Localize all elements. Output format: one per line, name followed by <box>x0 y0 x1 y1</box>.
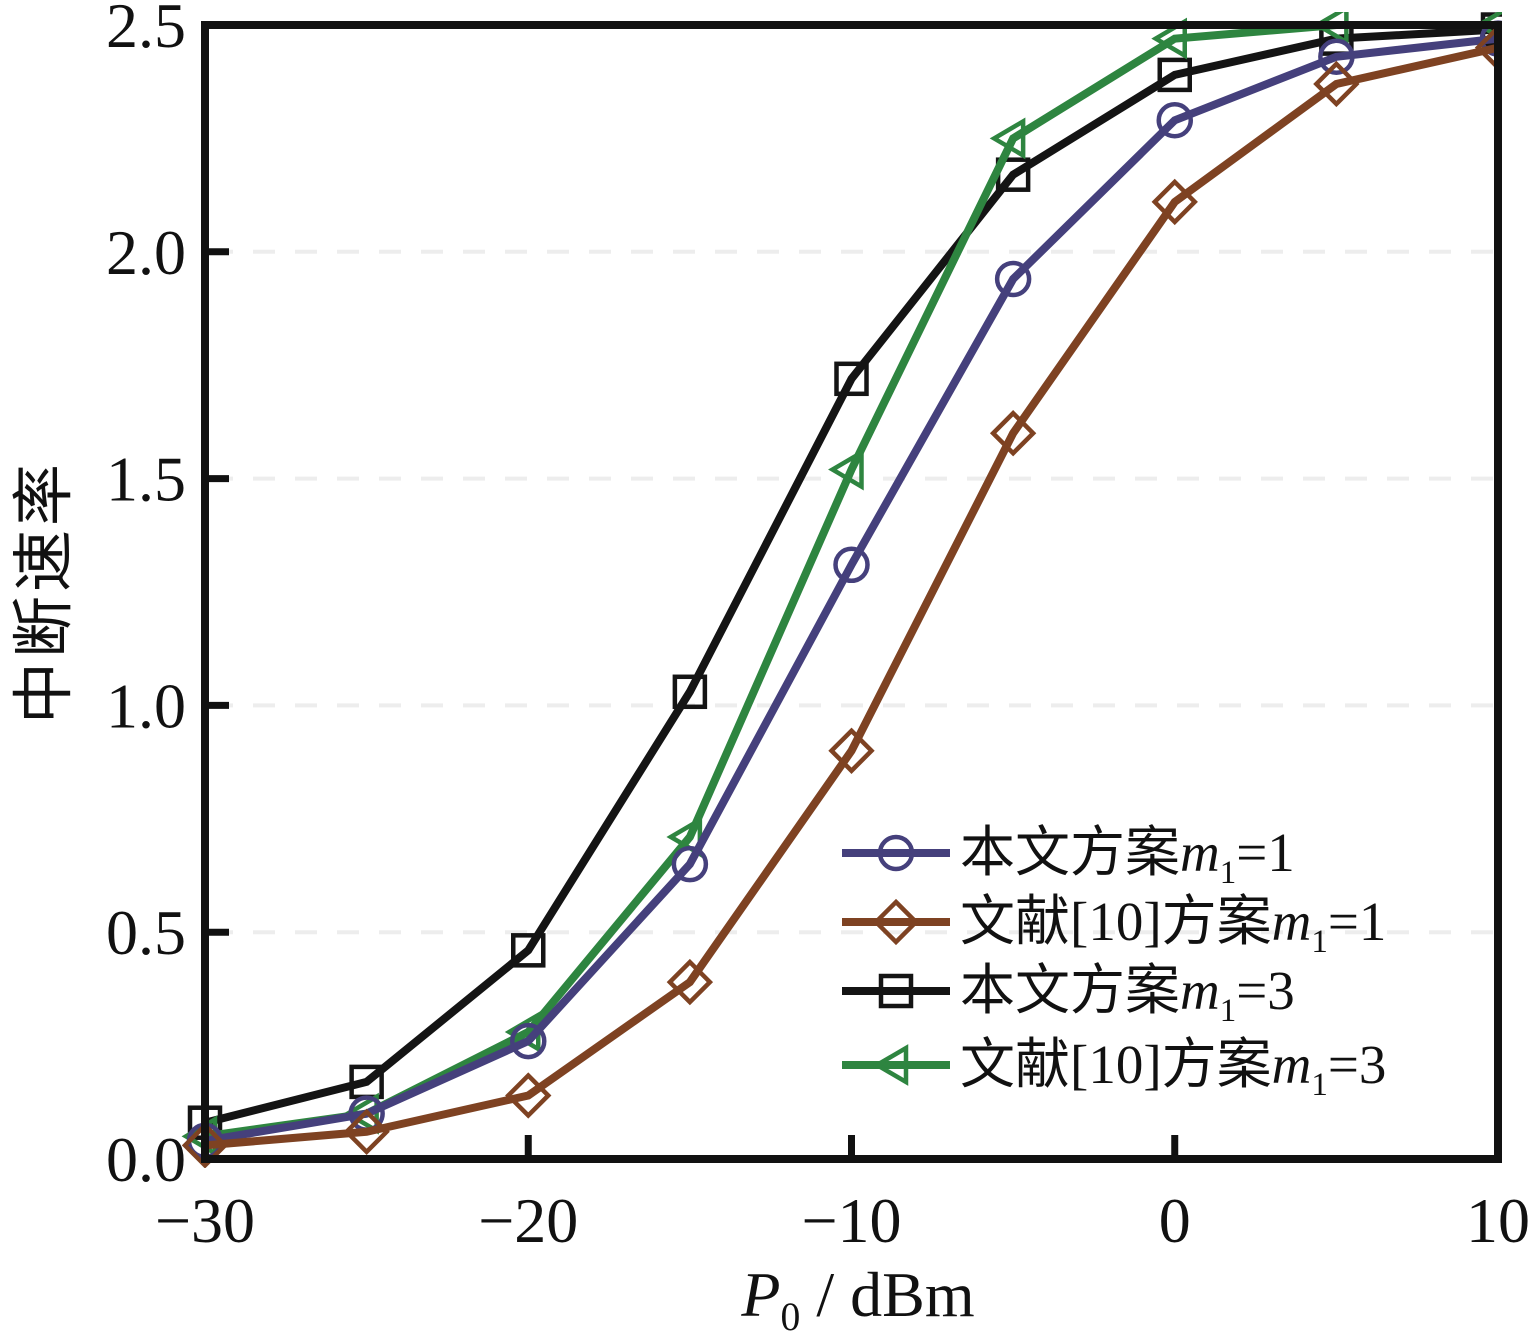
legend-label-suffix: =1 <box>1236 822 1295 883</box>
triangle-left-marker-icon <box>1151 17 1187 60</box>
legend-label-prefix: 文献[10]方案 <box>960 1034 1272 1095</box>
circle-marker-icon <box>877 834 915 872</box>
diamond-marker-icon <box>1313 60 1360 108</box>
triangle-left-marker-icon <box>989 117 1026 160</box>
legend-swatch-square <box>842 973 950 1009</box>
legend-label-3: 文献[10]方案m1=3 <box>960 1030 1387 1103</box>
triangle-left-marker-icon <box>343 1092 379 1135</box>
x-tick-label: −30 <box>155 1185 255 1256</box>
legend-label-suffix: =1 <box>1327 891 1387 952</box>
legend-label-var: m <box>1271 891 1312 952</box>
x-tick-label: −10 <box>801 1185 901 1256</box>
x-axis-label-symbol: P <box>741 1259 781 1330</box>
x-axis-label-unit: / dBm <box>800 1259 975 1330</box>
y-tick-label: 2.0 <box>106 217 186 288</box>
legend-label-var: m <box>1271 1034 1312 1095</box>
y-tick-label: 2.5 <box>106 0 186 61</box>
triangle-left-marker-icon <box>666 816 703 858</box>
x-axis-label: P0 / dBm <box>741 1258 974 1332</box>
series-1 <box>181 24 1502 1168</box>
y-axis-label: 中断速率 <box>11 459 79 725</box>
diamond-marker-icon <box>872 898 920 946</box>
x-axis-label-subscript: 0 <box>780 1294 801 1332</box>
legend-item-3: 文献[10]方案m1=3 <box>840 1030 1387 1103</box>
diamond-marker-icon <box>505 1072 552 1119</box>
legend-swatch-triangle-left <box>842 1044 950 1086</box>
legend-label-subscript: 1 <box>1311 1067 1328 1103</box>
square-marker-icon <box>511 933 546 968</box>
circle-marker-icon <box>1318 38 1355 76</box>
y-tick-label: 1.5 <box>106 444 186 515</box>
x-tick-label: −20 <box>478 1185 578 1256</box>
series-line-0 <box>204 34 1499 1145</box>
y-tick-label: 0.5 <box>106 897 186 968</box>
diamond-marker-icon <box>989 410 1037 457</box>
series-line-2 <box>204 25 1499 1127</box>
legend-label-2: 本文方案m1=3 <box>960 956 1295 1029</box>
circle-marker-icon <box>833 546 870 584</box>
x-tick-label: 10 <box>1466 1185 1530 1256</box>
legend-label-prefix: 文献[10]方案 <box>960 891 1272 952</box>
legend-label-suffix: =3 <box>1236 960 1295 1021</box>
square-marker-icon <box>1157 57 1192 93</box>
legend-item-0: 本文方案m1=1 <box>840 818 1295 891</box>
legend-label-prefix: 本文方案 <box>960 822 1181 883</box>
legend-swatch-circle <box>842 834 950 872</box>
legend-label-subscript: 1 <box>1311 924 1328 960</box>
diamond-marker-icon <box>666 958 714 1006</box>
legend-swatch-diamond <box>842 898 950 946</box>
square-marker-icon <box>672 674 708 710</box>
legend-label-prefix: 本文方案 <box>960 960 1181 1021</box>
legend-label-var: m <box>1180 960 1220 1021</box>
axes-frame <box>201 21 1502 1163</box>
circle-marker-icon <box>1156 102 1193 139</box>
legend-label-subscript: 1 <box>1219 993 1237 1029</box>
legend-label-var: m <box>1180 822 1220 883</box>
diamond-marker-icon <box>181 1122 229 1168</box>
triangle-left-marker-icon <box>872 1044 909 1086</box>
diamond-marker-icon <box>828 727 875 774</box>
circle-marker-icon <box>994 260 1032 298</box>
legend-label-suffix: =3 <box>1327 1034 1387 1095</box>
diamond-marker-icon <box>1151 178 1198 226</box>
y-tick-label: 1.0 <box>106 670 186 741</box>
diamond-marker-icon <box>343 1108 390 1155</box>
y-tick-label: 0.0 <box>106 1124 186 1195</box>
legend-label-0: 本文方案m1=1 <box>960 818 1295 891</box>
square-marker-icon <box>834 361 869 397</box>
legend-item-2: 本文方案m1=3 <box>840 956 1295 1029</box>
x-tick-label: 0 <box>1159 1185 1191 1256</box>
legend-label-1: 文献[10]方案m1=1 <box>960 887 1387 960</box>
circle-marker-icon <box>510 1022 547 1060</box>
legend-item-1: 文献[10]方案m1=1 <box>840 887 1387 960</box>
circle-marker-icon <box>671 845 709 883</box>
legend-label-subscript: 1 <box>1219 855 1237 891</box>
square-marker-icon <box>878 973 914 1009</box>
series-line-1 <box>204 43 1499 1150</box>
series-2 <box>187 12 1502 1140</box>
triangle-left-marker-icon <box>828 448 864 491</box>
